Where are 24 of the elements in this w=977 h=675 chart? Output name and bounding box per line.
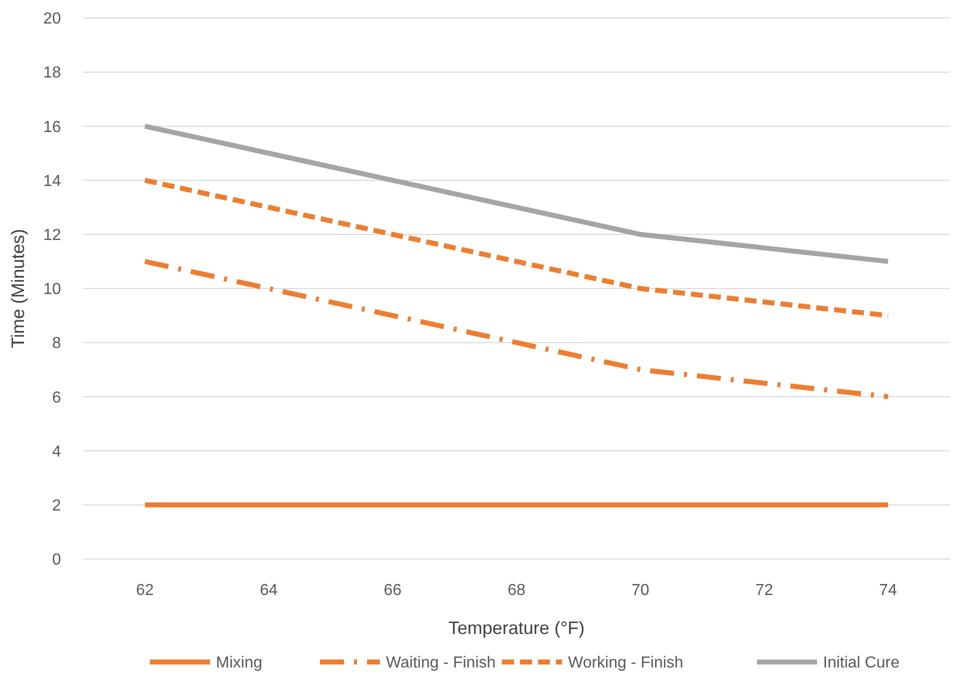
y-tick-label: 2 bbox=[52, 498, 62, 514]
y-tick-label: 14 bbox=[43, 172, 62, 190]
x-tick-label: 62 bbox=[136, 582, 154, 599]
x-tick-label: 64 bbox=[260, 582, 278, 599]
y-tick-label: 6 bbox=[52, 389, 62, 406]
y-tick-label: 20 bbox=[43, 10, 62, 28]
legend-label: Initial Cure bbox=[823, 654, 900, 672]
y-tick-label: 4 bbox=[52, 443, 62, 460]
y-tick-label: 8 bbox=[52, 335, 62, 352]
x-tick-label: 72 bbox=[755, 582, 774, 599]
x-tick-label: 66 bbox=[384, 582, 402, 599]
x-tick-label: 74 bbox=[879, 582, 898, 599]
y-tick-label: 0 bbox=[52, 552, 62, 569]
y-tick-label: 16 bbox=[43, 118, 62, 136]
x-axis-title: Temperature (°F) bbox=[448, 618, 585, 638]
x-tick-label: 68 bbox=[508, 582, 526, 599]
y-tick-label: 10 bbox=[43, 281, 62, 298]
legend-label: Waiting - Finish bbox=[386, 654, 496, 672]
y-axis-title: Time (Minutes) bbox=[8, 228, 28, 348]
y-tick-label: 18 bbox=[43, 64, 62, 82]
legend-label: Mixing bbox=[216, 654, 262, 672]
x-tick-label: 70 bbox=[631, 582, 650, 599]
legend-label: Working - Finish bbox=[568, 654, 684, 672]
y-tick-label: 12 bbox=[43, 227, 62, 244]
